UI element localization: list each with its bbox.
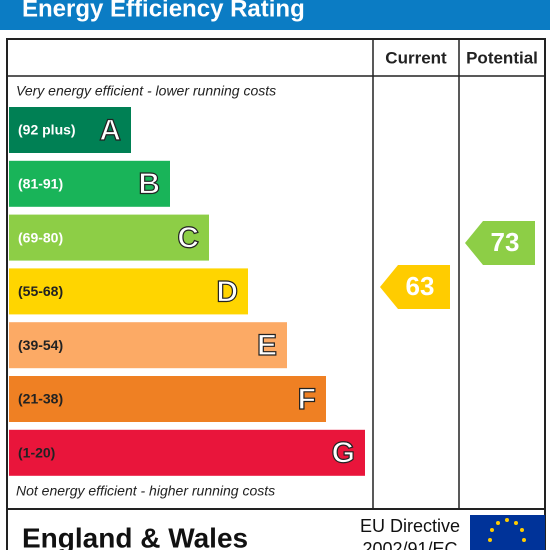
- band-range: (92 plus): [18, 122, 76, 138]
- band-range: (39-54): [18, 337, 63, 353]
- band-range: (1-20): [18, 445, 55, 461]
- bands: (92 plus) A (81-91) B (69-80) C (55-68) D (39-54…: [9, 107, 365, 476]
- bottom-note: Not energy efficient - higher running co…: [16, 483, 275, 499]
- band-letter: D: [216, 275, 238, 308]
- title: Energy Efficiency Rating: [22, 0, 305, 22]
- frame: [6, 38, 546, 550]
- band-bar: [9, 107, 131, 153]
- band-range: (69-80): [18, 229, 63, 245]
- band-bar: [9, 160, 170, 207]
- directive: EU Directive: [360, 516, 460, 536]
- region: England & Wales: [22, 522, 248, 550]
- header-current: Current: [385, 48, 447, 67]
- band-letter: A: [99, 114, 121, 147]
- band-bar: [9, 376, 326, 422]
- current-value: 63: [406, 271, 435, 301]
- band-range: (55-68): [18, 283, 63, 299]
- band-letter: E: [257, 329, 277, 362]
- title-bar: [0, 0, 550, 30]
- band-bar: [9, 268, 248, 315]
- current-arrow: [380, 265, 450, 309]
- top-note: Very energy efficient - lower running co…: [16, 83, 276, 99]
- band-letter: B: [138, 168, 160, 201]
- potential-arrow: [465, 221, 535, 265]
- band-letter: F: [298, 383, 316, 416]
- band-range: (21-38): [18, 391, 63, 407]
- header-potential: Potential: [466, 48, 538, 67]
- band-letter: C: [177, 222, 199, 255]
- potential-value: 73: [491, 227, 520, 257]
- directive-code: 2002/91/EC: [362, 539, 457, 550]
- eu-stars: [488, 518, 526, 542]
- band-bar: [9, 214, 209, 261]
- band-range: (81-91): [18, 176, 63, 192]
- band-bar: [9, 322, 287, 369]
- band-letter: G: [332, 437, 355, 470]
- band-bar: [9, 429, 365, 476]
